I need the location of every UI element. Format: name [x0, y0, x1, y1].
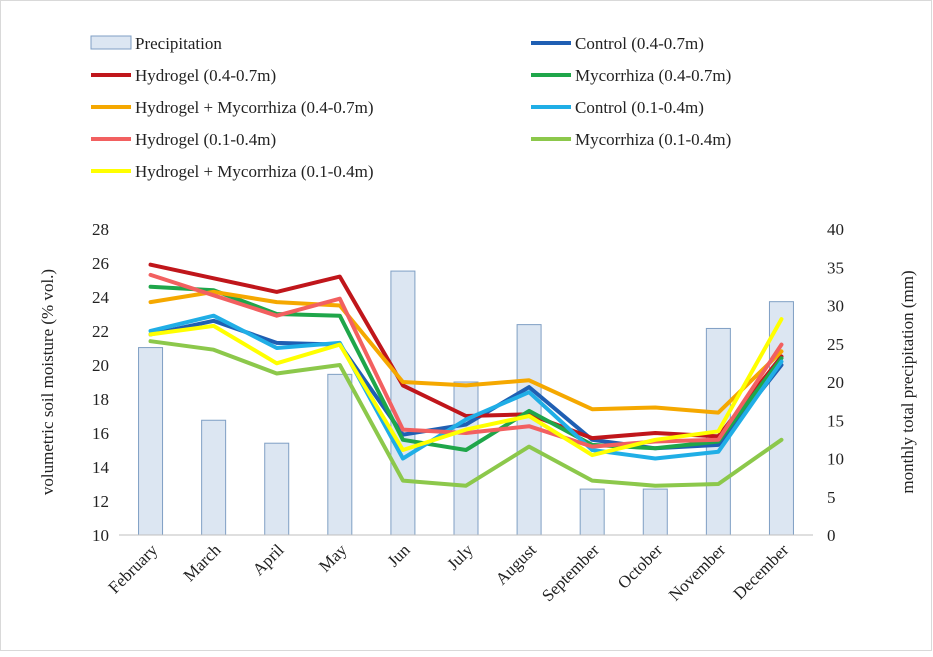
y-tick-label: 14	[92, 458, 110, 477]
y-tick-label: 10	[92, 526, 109, 545]
y-tick-label: 26	[92, 254, 109, 273]
y-tick-label: 18	[92, 390, 109, 409]
y-tick-label: 22	[92, 322, 109, 341]
series-line	[148, 289, 784, 415]
x-tick-label: April	[249, 540, 288, 579]
y2-tick-label: 35	[827, 258, 844, 277]
precipitation-bar	[327, 373, 353, 536]
y2-axis-title: monthly total precipitation (mm)	[898, 270, 917, 493]
legend-label: Hydrogel + Mycorrhiza (0.1-0.4m)	[135, 162, 374, 181]
x-tick-label: May	[315, 540, 351, 576]
precipitation-bar	[642, 488, 668, 536]
series-line	[148, 262, 784, 441]
y2-tick-label: 40	[827, 220, 844, 239]
x-tick-label: December	[729, 540, 792, 603]
series-line	[148, 313, 784, 461]
x-tick-label: February	[105, 540, 162, 597]
legend-label: Mycorrhiza (0.1-0.4m)	[575, 130, 731, 149]
x-tick-label: March	[180, 540, 225, 585]
y2-tick-label: 25	[827, 335, 844, 354]
precipitation-bar	[579, 488, 605, 536]
precipitation-bar	[453, 381, 479, 536]
precipitation-bar	[201, 419, 227, 536]
legend-label: Hydrogel (0.1-0.4m)	[135, 130, 276, 149]
x-tick-label: July	[443, 540, 477, 574]
series-line	[148, 339, 784, 488]
series-line	[148, 317, 784, 458]
y2-tick-label: 15	[827, 411, 844, 430]
series-lines	[148, 262, 784, 488]
y-tick-label: 20	[92, 356, 109, 375]
y-tick-label: 12	[92, 492, 109, 511]
precipitation-bars	[138, 270, 794, 536]
precipitation-bar	[390, 270, 416, 536]
precipitation-bar	[138, 347, 164, 536]
legend-label: Control (0.1-0.4m)	[575, 98, 704, 117]
legend-label: Control (0.4-0.7m)	[575, 34, 704, 53]
legend-swatch	[90, 35, 132, 50]
x-tick-label: Jun	[384, 540, 414, 570]
series-line	[148, 284, 784, 452]
y-axis-title: volumetric soil moisture (% vol.)	[38, 269, 57, 495]
x-tick-label: August	[492, 540, 540, 588]
legend-label: Mycorrhiza (0.4-0.7m)	[575, 66, 731, 85]
legend-label: Hydrogel (0.4-0.7m)	[135, 66, 276, 85]
precipitation-bar	[264, 442, 290, 536]
y2-tick-label: 5	[827, 488, 836, 507]
y2-tick-label: 10	[827, 450, 844, 469]
y2-tick-label: 30	[827, 297, 844, 316]
x-tick-label: September	[538, 540, 603, 605]
legend-label: Precipitation	[135, 34, 222, 53]
legend: Precipitation Control (0.4-0.7m) Hydrogel …	[90, 34, 731, 181]
precipitation-bar	[768, 301, 794, 536]
y-tick-label: 24	[92, 288, 110, 307]
y-tick-label: 16	[92, 424, 109, 443]
y2-tick-label: 20	[827, 373, 844, 392]
legend-label: Hydrogel + Mycorrhiza (0.4-0.7m)	[135, 98, 374, 117]
x-tick-label: October	[614, 540, 666, 592]
y2-tick-label: 0	[827, 526, 836, 545]
y-tick-label: 28	[92, 220, 109, 239]
x-tick-label: November	[665, 540, 729, 604]
series-line	[148, 272, 784, 449]
